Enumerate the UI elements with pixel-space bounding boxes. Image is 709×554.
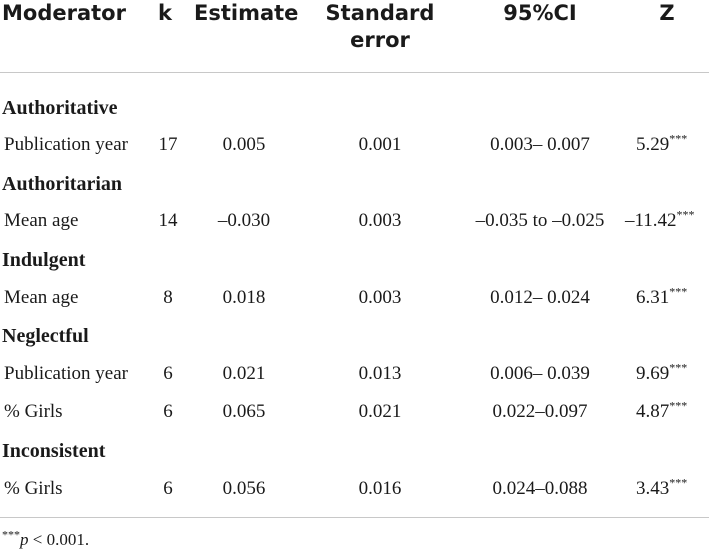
cell-k: 14 (158, 210, 178, 231)
cell-standard-error: 0.021 (358, 401, 402, 422)
cell-z: 3.43*** (636, 477, 687, 501)
group-label: Indulgent (2, 249, 86, 271)
cell-estimate: 0.021 (222, 363, 266, 384)
cell-k: 6 (163, 401, 173, 422)
group-label: Authoritarian (2, 173, 122, 195)
bottom-rule (0, 517, 709, 518)
cell-standard-error: 0.016 (358, 478, 402, 499)
header-ci: 95%CI (503, 1, 577, 25)
significance-stars: *** (669, 398, 688, 413)
cell-estimate: 0.065 (222, 401, 266, 422)
significance-stars: *** (669, 284, 688, 299)
cell-z: 6.31*** (636, 286, 687, 310)
cell-ci: 0.006– 0.039 (490, 363, 590, 384)
header-moderator: Moderator (2, 1, 126, 25)
cell-estimate: 0.005 (222, 134, 266, 155)
cell-estimate: 0.056 (222, 478, 266, 499)
cell-moderator: % Girls (4, 478, 63, 499)
footnote-p: p (20, 530, 29, 549)
cell-z-value: –11.42 (625, 210, 677, 231)
cell-moderator: Publication year (4, 134, 128, 155)
group-label: Inconsistent (2, 440, 106, 462)
cell-z: 4.87*** (636, 400, 687, 424)
cell-z-value: 9.69 (636, 363, 670, 384)
header-z: Z (659, 1, 675, 25)
cell-ci: 0.024–0.088 (492, 478, 588, 499)
significance-stars: *** (676, 207, 695, 222)
cell-k: 17 (158, 134, 178, 155)
header-k: k (158, 1, 172, 25)
cell-ci: –0.035 to –0.025 (475, 210, 605, 231)
cell-z-value: 3.43 (636, 478, 670, 499)
cell-k: 8 (163, 287, 173, 308)
cell-standard-error: 0.003 (358, 287, 402, 308)
header-standard-error-line2: error (350, 28, 410, 52)
cell-moderator: Mean age (4, 287, 79, 308)
footnote-stars: *** (2, 527, 20, 542)
cell-k: 6 (163, 363, 173, 384)
group-label: Neglectful (2, 325, 89, 347)
cell-estimate: –0.030 (217, 210, 271, 231)
cell-ci: 0.022–0.097 (492, 401, 588, 422)
table-footnote: ***p < 0.001. (2, 527, 90, 550)
cell-z-value: 4.87 (636, 401, 670, 422)
cell-z-value: 6.31 (636, 287, 670, 308)
cell-standard-error: 0.003 (358, 210, 402, 231)
footnote-text: < 0.001. (28, 530, 90, 549)
cell-standard-error: 0.001 (358, 134, 402, 155)
significance-stars: *** (669, 360, 688, 375)
header-estimate: Estimate (194, 1, 299, 25)
cell-moderator: % Girls (4, 401, 63, 422)
cell-standard-error: 0.013 (358, 363, 402, 384)
group-label: Authoritative (2, 97, 118, 119)
header-rule (0, 72, 709, 73)
cell-z: 5.29*** (636, 133, 687, 157)
cell-ci: 0.003– 0.007 (490, 134, 590, 155)
cell-z: 9.69*** (636, 362, 687, 386)
header-standard-error: Standard error (318, 0, 442, 54)
cell-k: 6 (163, 478, 173, 499)
cell-z: –11.42*** (625, 209, 695, 233)
significance-stars: *** (669, 131, 688, 146)
cell-estimate: 0.018 (222, 287, 266, 308)
cell-moderator: Publication year (4, 363, 128, 384)
cell-z-value: 5.29 (636, 134, 670, 155)
header-standard-error-line1: Standard (325, 1, 435, 25)
cell-moderator: Mean age (4, 210, 79, 231)
significance-stars: *** (669, 475, 688, 490)
cell-ci: 0.012– 0.024 (490, 287, 590, 308)
